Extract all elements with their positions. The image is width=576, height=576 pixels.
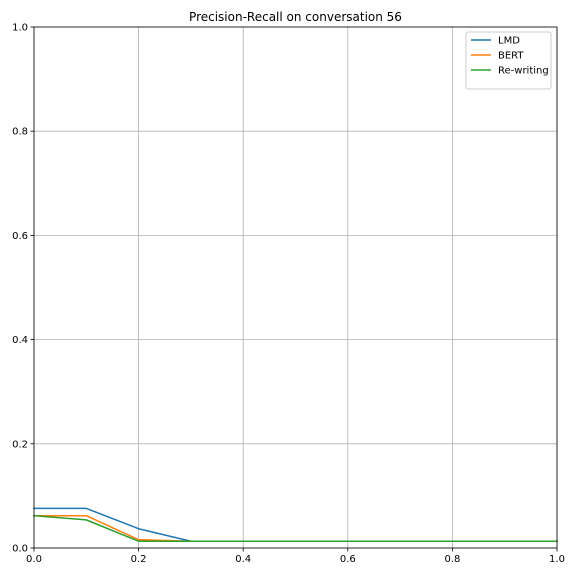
chart-title: Precision-Recall on conversation 56 — [189, 10, 402, 24]
axes-frame — [33, 26, 558, 549]
axis-ticks: 0.0 0.2 0.4 0.6 0.8 1.0 0.0 0.2 0.4 0.6 0.8 1.0 — [12, 23, 565, 566]
legend-label-re-writing: Re-writing — [498, 66, 549, 77]
y-tick-label: 0.0 — [12, 544, 28, 555]
y-tick-label: 0.4 — [12, 335, 28, 346]
y-tick-label: 0.8 — [12, 127, 28, 138]
y-tick-label: 0.6 — [12, 231, 28, 242]
series-line-re-writing — [33, 514, 558, 542]
x-tick-label: 0.2 — [131, 554, 147, 565]
legend-label-bert: BERT — [498, 51, 524, 62]
x-tick-label: 0.8 — [444, 554, 460, 565]
legend-label-lmd: LMD — [498, 36, 520, 47]
y-tick-label: 0.2 — [12, 439, 28, 450]
legend-box — [465, 31, 552, 90]
series-layer — [33, 507, 558, 542]
grid-lines — [33, 26, 558, 549]
x-tick-label: 0.6 — [340, 554, 356, 565]
x-tick-label: 1.0 — [549, 554, 565, 565]
x-tick-label: 0.4 — [235, 554, 251, 565]
legend: LMD BERT Re-writing — [465, 31, 552, 90]
y-tick-label: 1.0 — [12, 23, 28, 34]
x-tick-label: 0.0 — [26, 554, 42, 565]
